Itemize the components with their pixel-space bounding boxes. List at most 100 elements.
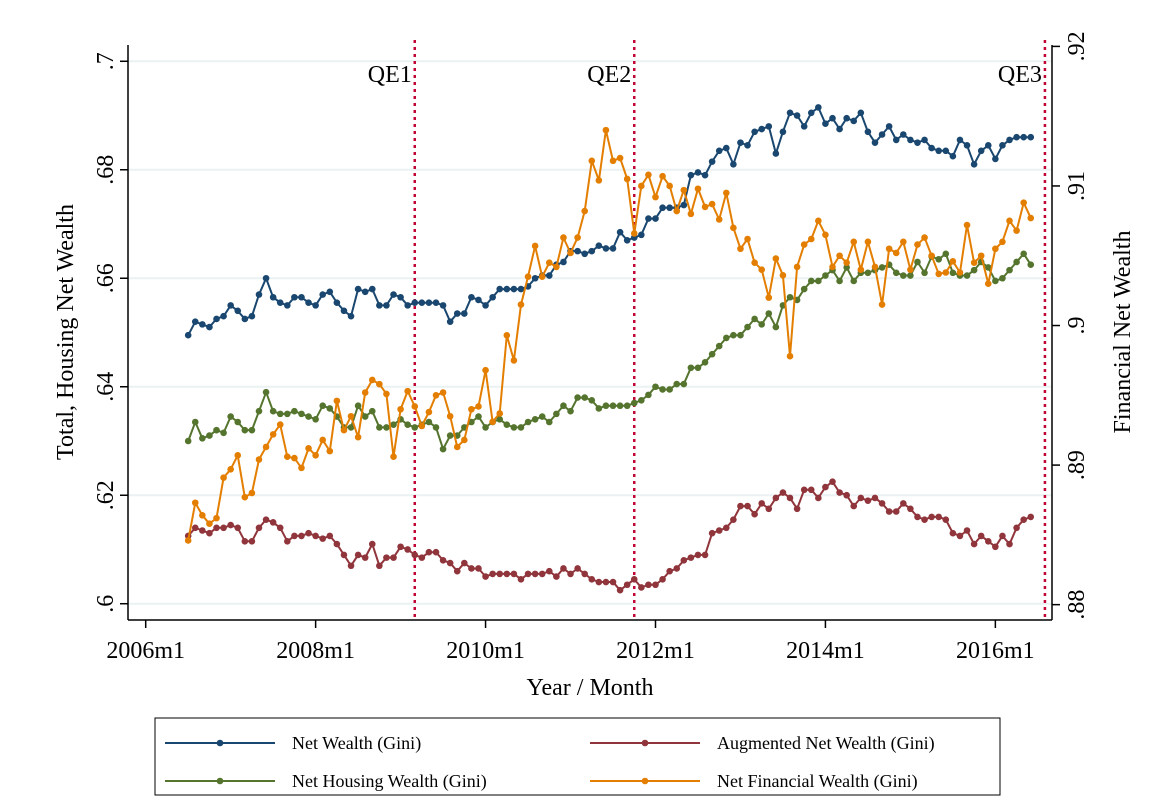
series-point xyxy=(574,565,581,572)
series-point xyxy=(935,255,943,263)
legend-label: Net Wealth (Gini) xyxy=(292,733,421,754)
series-point xyxy=(758,321,766,328)
series-point xyxy=(581,250,588,258)
series-point xyxy=(730,331,737,339)
series-point xyxy=(638,182,645,190)
series-point xyxy=(602,245,610,252)
series-point xyxy=(652,193,659,201)
series-point xyxy=(666,204,673,212)
series-point xyxy=(708,529,716,537)
series-point xyxy=(1020,133,1027,141)
series-point xyxy=(907,272,914,279)
series-point xyxy=(921,516,928,523)
series-point xyxy=(659,172,666,180)
series-point xyxy=(630,576,638,583)
series-point xyxy=(276,299,284,306)
series-point xyxy=(758,125,766,133)
series-point xyxy=(921,234,928,241)
series-point xyxy=(269,293,277,301)
series-point xyxy=(276,421,284,428)
series-point xyxy=(305,445,312,452)
series-point xyxy=(475,413,482,420)
series-point xyxy=(220,312,227,320)
series-point xyxy=(531,242,539,250)
series-point xyxy=(199,527,206,534)
series-point xyxy=(843,114,850,122)
series-point xyxy=(977,147,985,155)
series-point xyxy=(659,204,666,212)
series-point xyxy=(694,364,702,372)
series-point xyxy=(475,565,482,572)
series-point xyxy=(453,443,461,451)
y2-tick-label: .91 xyxy=(1064,171,1090,201)
series-point xyxy=(312,452,319,459)
series-point xyxy=(701,359,709,366)
x-tick-label: 2016m1 xyxy=(956,638,1035,664)
series-point xyxy=(361,554,369,561)
series-point xyxy=(326,532,334,540)
series-point xyxy=(361,389,369,396)
series-point xyxy=(404,421,411,429)
series-point xyxy=(1027,214,1035,222)
series-point xyxy=(871,263,879,271)
series-point xyxy=(581,207,588,215)
series-point xyxy=(220,524,227,532)
series-point xyxy=(779,128,787,136)
series-point xyxy=(524,570,532,578)
series-point xyxy=(354,433,362,441)
series-point xyxy=(553,410,560,418)
series-point xyxy=(496,285,504,293)
series-point xyxy=(928,252,935,260)
series-point xyxy=(793,505,801,513)
series-point xyxy=(545,259,553,267)
series-point xyxy=(1027,513,1035,521)
series-point xyxy=(666,386,673,393)
series-point xyxy=(418,422,426,430)
series-point xyxy=(276,410,284,418)
series-point xyxy=(560,234,567,241)
series-point xyxy=(312,415,319,423)
series-point xyxy=(864,128,872,136)
series-point xyxy=(206,432,213,439)
series-point xyxy=(390,554,397,561)
series-point xyxy=(510,424,518,431)
series-point xyxy=(666,567,673,575)
series-point xyxy=(418,554,426,561)
series-point xyxy=(560,402,567,410)
series-point xyxy=(432,424,440,431)
series-point xyxy=(935,513,943,521)
y-tick-label: .66 xyxy=(93,263,119,293)
series-point xyxy=(305,529,312,537)
series-point xyxy=(984,142,992,149)
series-point xyxy=(715,147,723,155)
series-point xyxy=(843,491,850,499)
series-point xyxy=(411,551,419,559)
series-point xyxy=(326,447,334,455)
legend-marker xyxy=(216,739,224,747)
series-point xyxy=(857,109,865,117)
series-point xyxy=(439,557,447,564)
series-point xyxy=(432,299,440,306)
series-point xyxy=(673,565,681,572)
series-point xyxy=(496,570,504,578)
series-point xyxy=(737,502,744,510)
series-point xyxy=(645,391,652,399)
series-point xyxy=(319,535,327,542)
series-point xyxy=(574,247,581,255)
series-point xyxy=(298,410,305,418)
series-point xyxy=(949,258,957,265)
series-point xyxy=(942,250,950,258)
series-point xyxy=(609,578,617,586)
series-point xyxy=(397,543,404,551)
series-point xyxy=(701,203,709,211)
series-point xyxy=(680,201,688,209)
series-point xyxy=(376,380,383,388)
series-point xyxy=(432,548,440,556)
series-point xyxy=(793,112,801,119)
series-point xyxy=(914,513,921,521)
series-point xyxy=(878,301,886,308)
series-point xyxy=(199,512,206,519)
series-point xyxy=(744,323,751,331)
series-point xyxy=(609,157,617,165)
series-point xyxy=(907,136,914,144)
